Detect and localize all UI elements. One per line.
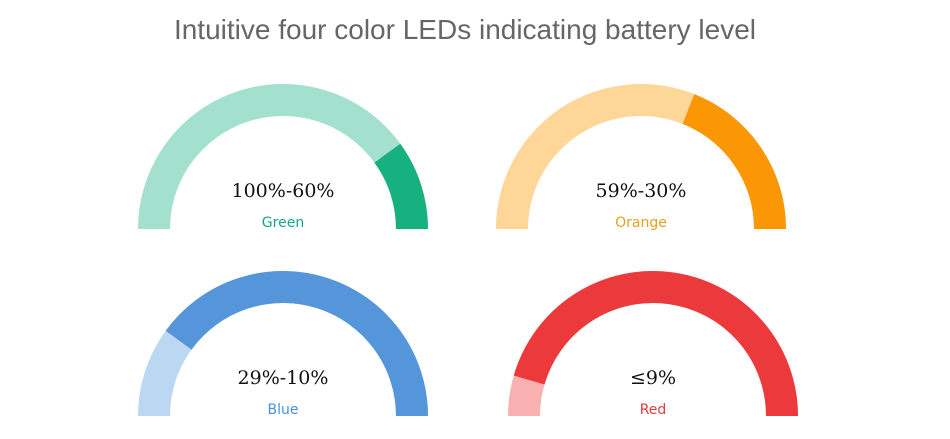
gauge-arc-active [682,94,786,230]
gauge-arc-red [508,271,798,417]
gauge-range-label: 59%-30% [595,180,687,202]
gauge-range-label: 100%-60% [231,180,335,202]
gauge-color-name: Red [639,402,667,418]
gauge-range-label: ≤9% [629,367,677,389]
gauge-arc-active [165,271,428,417]
page-title: Intuitive four color LEDs indicating bat… [173,14,757,45]
gauge-arc-active [513,271,798,417]
gauge-arc-blue [138,271,428,417]
gauge-green: 100%-60% Green [133,75,433,235]
gauge-arc-green [138,84,428,230]
gauge-blue: 29%-10% Blue [133,262,433,422]
gauge-arc-orange [496,84,786,230]
gauge-color-name: Blue [267,402,299,418]
gauge-arc-active [374,143,428,230]
gauge-color-name: Orange [615,215,667,231]
gauge-color-name: Green [261,215,305,231]
gauge-range-label: 29%-10% [237,367,329,389]
gauge-arc-base [138,84,428,230]
gauge-orange: 59%-30% Orange [491,75,791,235]
gauge-red: ≤9% Red [503,262,803,422]
